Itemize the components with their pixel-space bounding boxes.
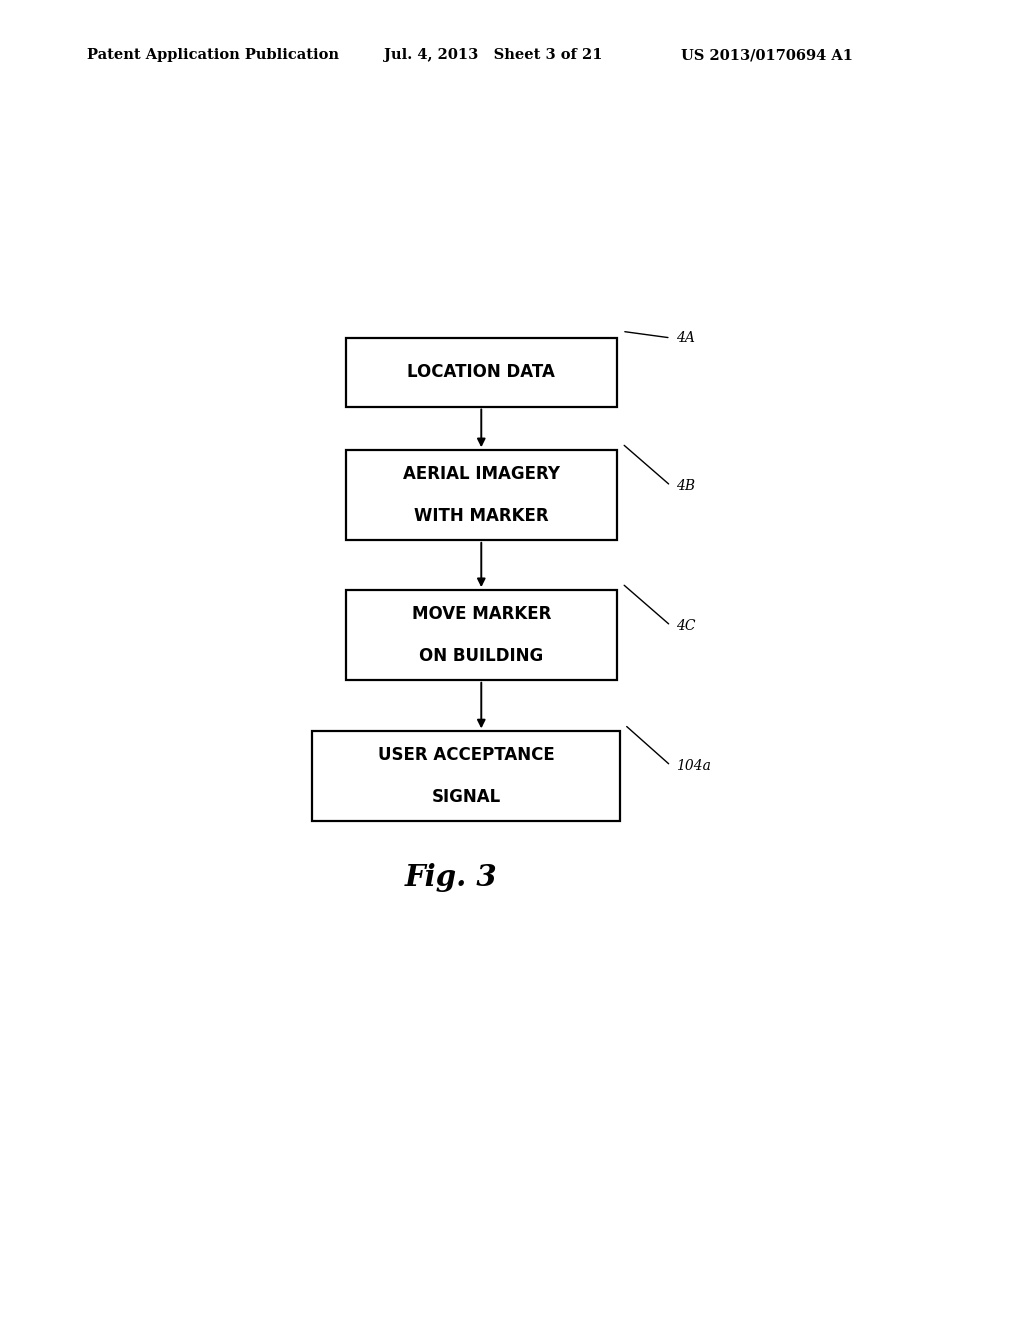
Text: WITH MARKER: WITH MARKER bbox=[414, 507, 549, 525]
Text: 4B: 4B bbox=[676, 479, 695, 492]
Text: Jul. 4, 2013   Sheet 3 of 21: Jul. 4, 2013 Sheet 3 of 21 bbox=[384, 49, 602, 62]
Bar bbox=[312, 731, 620, 821]
Bar bbox=[345, 590, 616, 680]
Text: 4A: 4A bbox=[676, 331, 694, 345]
Text: AERIAL IMAGERY: AERIAL IMAGERY bbox=[402, 465, 560, 483]
Text: ON BUILDING: ON BUILDING bbox=[419, 647, 544, 665]
Text: MOVE MARKER: MOVE MARKER bbox=[412, 605, 551, 623]
Text: 104a: 104a bbox=[676, 759, 711, 772]
Text: 4C: 4C bbox=[676, 619, 695, 632]
Text: SIGNAL: SIGNAL bbox=[431, 788, 501, 807]
Text: Patent Application Publication: Patent Application Publication bbox=[87, 49, 339, 62]
Text: US 2013/0170694 A1: US 2013/0170694 A1 bbox=[681, 49, 853, 62]
Bar bbox=[345, 450, 616, 540]
Bar bbox=[345, 338, 616, 407]
Text: Fig. 3: Fig. 3 bbox=[404, 863, 497, 892]
Text: USER ACCEPTANCE: USER ACCEPTANCE bbox=[378, 746, 554, 764]
Text: LOCATION DATA: LOCATION DATA bbox=[408, 363, 555, 381]
